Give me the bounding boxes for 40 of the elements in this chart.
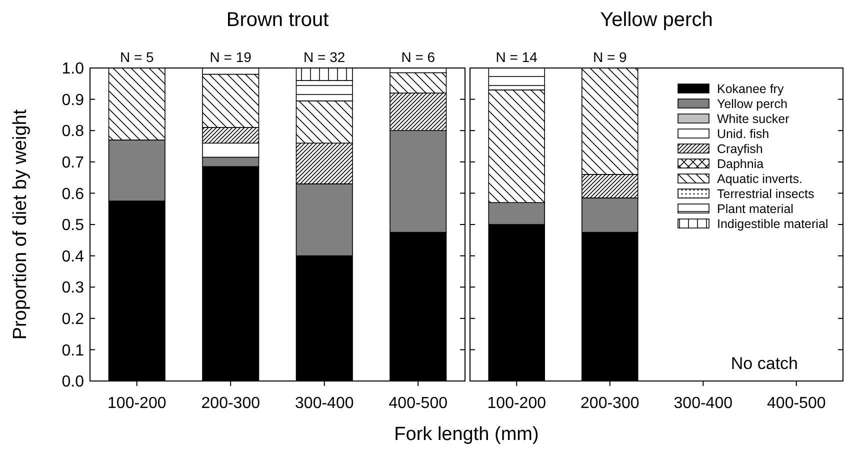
annotation: No catch <box>730 354 798 373</box>
annotation: N = 6 <box>401 49 436 65</box>
y-tick-label: 0.1 <box>62 342 84 360</box>
x-tick-label: 300-400 <box>295 395 354 412</box>
x-tick-label: 200-300 <box>201 395 260 412</box>
annotation: N = 5 <box>120 49 154 65</box>
annotation: N = 9 <box>592 49 628 65</box>
y-tick-label: 1.0 <box>62 60 84 78</box>
x-axis-title: Fork length (mm) <box>394 424 539 445</box>
legend-label: Indigestible material <box>717 216 828 231</box>
legend-label: Aquatic inverts. <box>717 172 802 186</box>
y-tick-label: 0.0 <box>62 374 84 391</box>
x-tick-label: 200-300 <box>580 395 640 412</box>
x-tick-label: 400-500 <box>388 395 448 412</box>
y-tick-label: 0.7 <box>62 154 84 172</box>
legend-label: Yellow perch <box>717 96 788 111</box>
y-tick-label: 0.5 <box>62 217 84 234</box>
legend-label: Unid. fish <box>717 126 770 141</box>
y-tick-label: 0.9 <box>62 92 84 109</box>
legend-label: Crayfish <box>717 142 763 156</box>
legend-label: Terrestrial insects <box>717 186 814 201</box>
x-tick-label: 100-200 <box>487 395 546 412</box>
y-tick-label: 0.6 <box>62 186 84 203</box>
y-tick-label: 0.8 <box>62 123 84 140</box>
annotation: N = 19 <box>210 49 252 65</box>
y-tick-label: 0.3 <box>62 280 84 297</box>
y-axis-title: Proportion of diet by weight <box>10 108 31 340</box>
x-tick-label: 300-400 <box>674 395 733 412</box>
legend-label: Daphnia <box>717 156 764 171</box>
y-tick-label: 0.2 <box>62 311 84 328</box>
chart-title: Brown trout <box>226 9 330 31</box>
annotation: N = 14 <box>496 49 538 65</box>
x-tick-label: 100-200 <box>108 395 166 412</box>
legend-label: White sucker <box>717 112 790 126</box>
legend-label: Plant material <box>717 202 794 216</box>
chart-title: Yellow perch <box>600 9 713 31</box>
y-tick-label: 0.4 <box>62 248 84 266</box>
legend-label: Kokanee fry <box>717 82 784 96</box>
x-tick-label: 400-500 <box>767 395 826 412</box>
annotation: N = 32 <box>304 49 346 65</box>
